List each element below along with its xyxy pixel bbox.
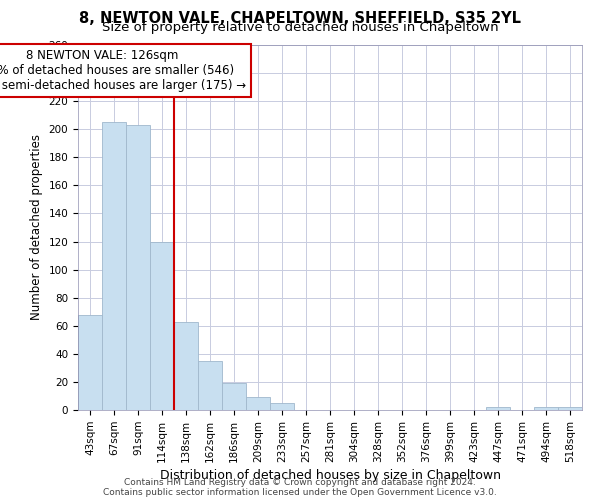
Bar xyxy=(126,125,150,410)
Bar xyxy=(174,322,198,410)
Text: Contains public sector information licensed under the Open Government Licence v3: Contains public sector information licen… xyxy=(103,488,497,497)
Bar xyxy=(558,407,582,410)
Bar xyxy=(270,403,294,410)
Y-axis label: Number of detached properties: Number of detached properties xyxy=(30,134,43,320)
Bar xyxy=(246,398,270,410)
Bar xyxy=(534,407,558,410)
X-axis label: Distribution of detached houses by size in Chapeltown: Distribution of detached houses by size … xyxy=(160,469,500,482)
Bar xyxy=(198,361,222,410)
Bar xyxy=(222,384,246,410)
Bar xyxy=(78,314,102,410)
Bar xyxy=(102,122,126,410)
Text: Size of property relative to detached houses in Chapeltown: Size of property relative to detached ho… xyxy=(101,21,499,34)
Text: 8, NEWTON VALE, CHAPELTOWN, SHEFFIELD, S35 2YL: 8, NEWTON VALE, CHAPELTOWN, SHEFFIELD, S… xyxy=(79,11,521,26)
Bar xyxy=(150,242,174,410)
Bar xyxy=(486,407,510,410)
Text: Contains HM Land Registry data © Crown copyright and database right 2024.: Contains HM Land Registry data © Crown c… xyxy=(124,478,476,487)
Text: 8 NEWTON VALE: 126sqm
← 75% of detached houses are smaller (546)
24% of semi-det: 8 NEWTON VALE: 126sqm ← 75% of detached … xyxy=(0,49,247,92)
